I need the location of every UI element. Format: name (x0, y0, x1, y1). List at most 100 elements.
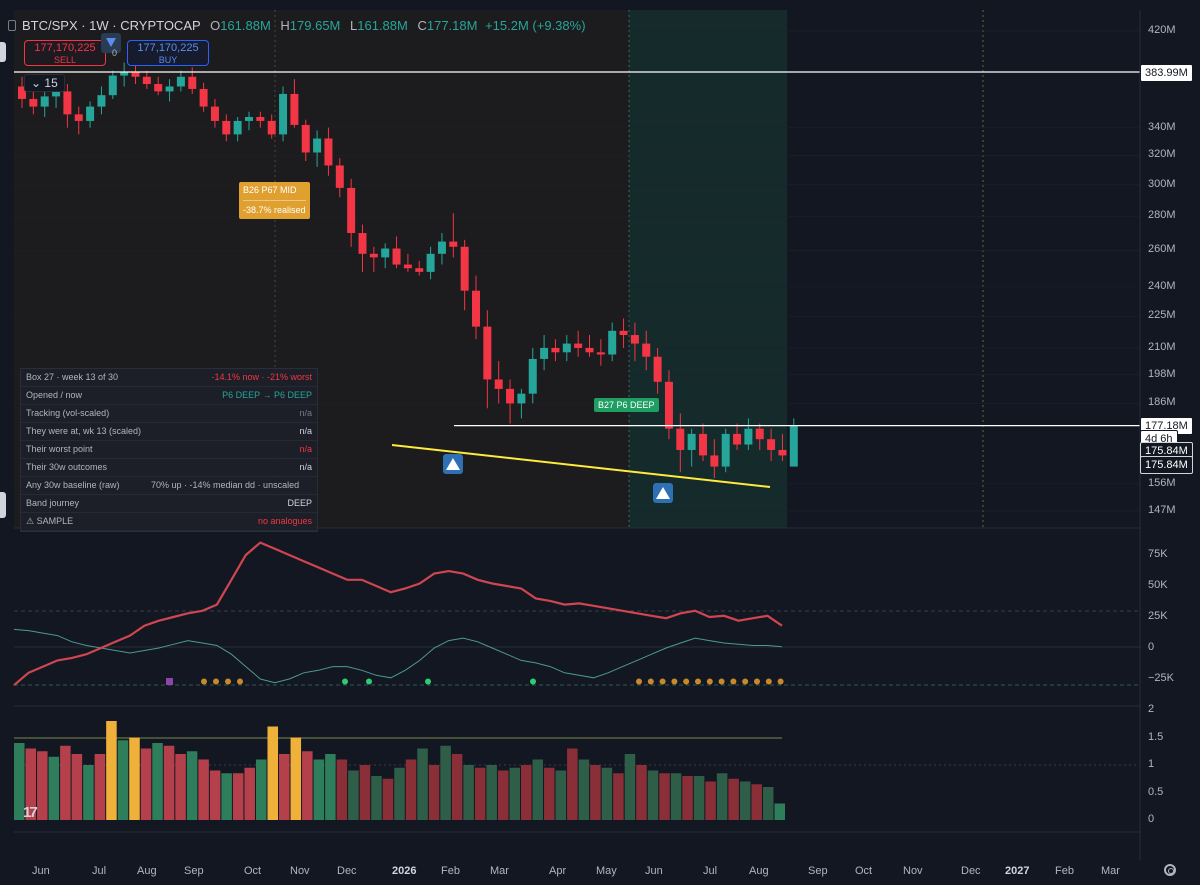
indicators-toggle[interactable]: ⌄ 15 (24, 74, 65, 92)
candle (313, 130, 322, 167)
volume-bar (37, 751, 48, 820)
candle (165, 79, 174, 102)
candle (347, 178, 356, 247)
open-label: O (210, 18, 221, 33)
signal-dot (366, 678, 372, 685)
sell-button[interactable]: 177,170,225 SELL (24, 40, 106, 66)
volume-bar (382, 778, 394, 820)
time-tick-label: Dec (337, 865, 357, 877)
volume-bar (474, 767, 486, 820)
volume-bar (624, 754, 636, 820)
candle (426, 246, 435, 280)
box-label-26-line2: -38.7% realised (243, 200, 306, 217)
candle (778, 433, 787, 461)
volume-bar (659, 773, 670, 820)
gear-icon[interactable] (1164, 864, 1176, 876)
table-row-value: n/a (299, 426, 312, 436)
signal-dot (530, 678, 536, 685)
table-row: Tracking (vol-scaled) n/a (21, 405, 317, 423)
volume-bar (751, 784, 762, 820)
signal-dot (659, 678, 666, 685)
candle (108, 70, 117, 99)
buy-label: BUY (158, 55, 178, 65)
table-row-label: Any 30w baseline (raw) (26, 480, 120, 490)
table-row-label: Tracking (vol-scaled) (26, 408, 110, 418)
trendline[interactable] (391, 444, 771, 488)
price-tick-label: 210M (1148, 340, 1176, 353)
volume-bar (417, 748, 428, 820)
volume-bar (647, 770, 659, 820)
candle (199, 82, 208, 112)
candle (154, 76, 163, 96)
volume-bar (739, 781, 751, 820)
high-label: H (280, 18, 290, 33)
volume-bar (336, 759, 348, 820)
time-tick-label: Sep (808, 865, 828, 877)
time-tick-label: Jun (645, 865, 663, 877)
vol-tick-label: 1 (1148, 758, 1155, 770)
candle (483, 310, 492, 409)
volume-bar (670, 773, 682, 820)
signal-square (166, 678, 173, 685)
candle (392, 236, 401, 269)
signal-dot (636, 678, 642, 685)
left-edge-tab[interactable] (0, 42, 6, 62)
symbol-header[interactable]: BTC/SPX · 1W · CRYPTOCAP O161.88M H179.6… (22, 18, 586, 33)
candle (494, 361, 503, 404)
close-value: 177.18M (426, 18, 478, 33)
price-label-last: 177.18M (1140, 416, 1193, 435)
candle (369, 246, 378, 272)
candle (755, 423, 764, 450)
volume-bar (693, 776, 705, 820)
signal-dot (777, 678, 784, 685)
time-tick-label: May (596, 865, 617, 877)
time-tick-label: 2027 (1005, 865, 1030, 877)
time-tick-label: Feb (441, 865, 460, 877)
vol-tick-label: 1.5 (1148, 730, 1164, 743)
volume-bar (244, 767, 255, 820)
candle (687, 428, 696, 467)
table-row-label: They were at, wk 13 (scaled) (26, 426, 142, 436)
symbol-title[interactable]: BTC/SPX · 1W · CRYPTOCAP (22, 18, 201, 33)
vol-tick-label: 0.5 (1148, 785, 1164, 798)
signal-dot (754, 678, 760, 685)
tradingview-logo[interactable]: 17 (23, 804, 38, 821)
candle (585, 335, 594, 357)
vol-tick-label: 0 (1148, 813, 1155, 825)
volume-bar (71, 754, 83, 820)
candle (74, 106, 83, 135)
signal-dot (425, 678, 431, 685)
volume-bar (705, 781, 716, 820)
box-label-27[interactable]: B27 P6 DEEP (594, 398, 659, 412)
arrow-down-icon[interactable] (101, 33, 121, 53)
candle (630, 322, 639, 362)
volume-bar (613, 773, 624, 820)
candle (710, 439, 719, 479)
time-tick-label: Feb (1055, 865, 1074, 877)
table-row: They were at, wk 13 (scaled) n/a (21, 423, 317, 441)
volume-bar (302, 751, 313, 820)
candle (744, 418, 753, 450)
volume-bar (348, 770, 359, 820)
table-row: Any 30w baseline (raw) 70% up · -14% medi… (21, 477, 317, 495)
volume-bar (25, 748, 37, 820)
price-label-top: 383.99M (1140, 63, 1193, 82)
volume-bar (325, 754, 336, 820)
candle (596, 339, 605, 366)
volume-bar (555, 770, 567, 820)
buy-button[interactable]: 177,170,225 BUY (127, 40, 209, 66)
volume-bar (198, 759, 209, 820)
time-tick-label: Aug (137, 865, 157, 877)
candle (517, 388, 526, 419)
sell-price: 177,170,225 (34, 42, 96, 54)
volume-bar (440, 745, 451, 820)
candle (403, 253, 412, 272)
volume-bar (94, 754, 106, 820)
time-tick-label: Apr (549, 865, 567, 877)
price-tick-label: 260M (1148, 243, 1176, 256)
left-edge-tab[interactable] (0, 492, 6, 518)
volume-bar (279, 754, 290, 820)
time-tick-label: Aug (749, 865, 769, 877)
box-label-26[interactable]: B26 P67 MID -38.7% realised (239, 182, 310, 219)
price-tick-label: 225M (1148, 309, 1176, 322)
